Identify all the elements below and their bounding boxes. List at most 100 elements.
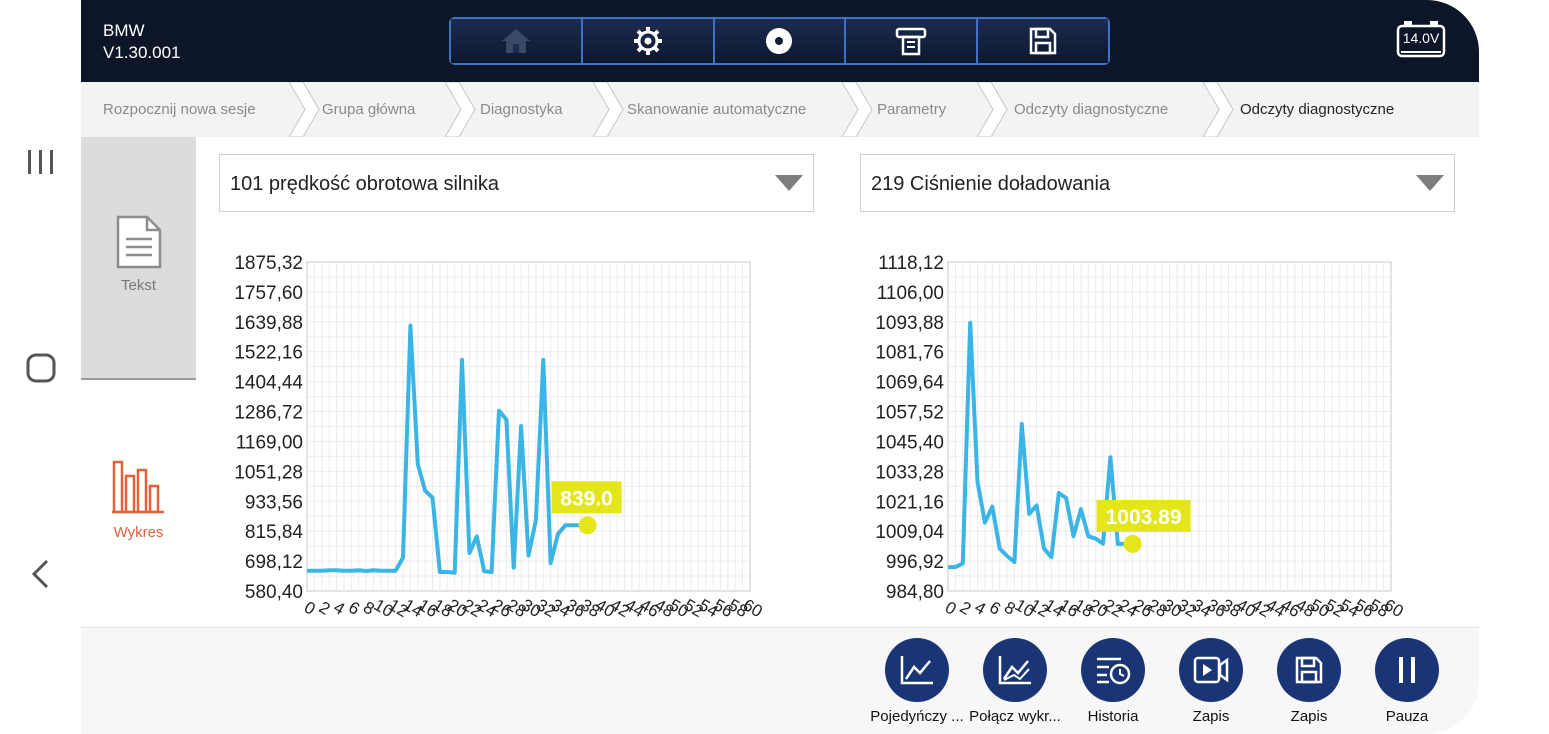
series-line: [948, 320, 1133, 570]
y-tick-label: 1057,52: [875, 403, 944, 424]
y-tick-label: 933,56: [245, 492, 303, 513]
printer-icon: [896, 27, 927, 56]
history-icon: [1097, 657, 1131, 685]
history-label: Historia: [1087, 708, 1139, 725]
video-record-icon: [1193, 656, 1229, 684]
home-nav-icon: [26, 353, 55, 383]
y-tick-label: 1639,88: [234, 313, 303, 334]
battery-indicator: 14.0V: [1396, 20, 1446, 60]
breadcrumb: Rozpocznij nowa sesje Grupa główna Diagn…: [81, 82, 1479, 137]
single-chart-icon: [900, 656, 933, 685]
home-icon: [501, 29, 530, 53]
view-mode-panel: Tekst Wykres: [81, 137, 196, 627]
single-chart-circle: [885, 638, 949, 702]
x-tick-label: 0: [942, 598, 960, 619]
save-button[interactable]: Zapis: [1259, 638, 1359, 732]
disc-icon: [766, 28, 793, 54]
document-icon: [116, 215, 162, 269]
pause-circle: [1375, 638, 1439, 702]
save-toolbar-button[interactable]: [978, 19, 1108, 63]
home-nav-button[interactable]: [0, 338, 81, 398]
y-tick-label: 1286,72: [234, 403, 303, 424]
breadcrumb-item-parameters[interactable]: Parametry: [877, 101, 947, 118]
parameter-select-left-value: 101 prędkość obrotowa silnika: [230, 173, 500, 195]
bottom-action-bar: Pojedyńczy ... Połącz wykr...: [81, 627, 1479, 734]
x-tick-label: 6: [345, 598, 363, 619]
y-tick-label: 1875,32: [234, 253, 303, 274]
merge-chart-icon: [998, 656, 1031, 685]
current-value-badge: [1096, 499, 1191, 532]
x-tick-label: 2: [957, 598, 975, 619]
breadcrumb-separators: [288, 82, 1234, 137]
x-tick-label: 6: [986, 598, 1004, 619]
y-tick-label: 1033,28: [875, 462, 944, 483]
parameter-select-right[interactable]: 219 Ciśnienie doładowania: [860, 154, 1455, 212]
merge-chart-label: Połącz wykr...: [969, 708, 1061, 725]
bar-chart-icon: [112, 460, 164, 514]
home-button[interactable]: [451, 19, 583, 63]
current-value-marker: [578, 516, 597, 535]
breadcrumb-item-readings-current: Odczyty diagnostyczne: [1240, 101, 1395, 118]
tab-text-view[interactable]: Tekst: [81, 137, 196, 380]
y-tick-label: 984,80: [886, 582, 944, 603]
y-tick-label: 996,92: [886, 552, 944, 573]
y-tick-label: 1009,04: [875, 522, 944, 543]
breadcrumb-item-diagnostics[interactable]: Diagnostyka: [480, 101, 563, 118]
back-nav-button[interactable]: [0, 544, 81, 604]
battery-icon: [1396, 21, 1446, 58]
chart-engine-speed: 1875,32 1757,60 1639,88 1522,16 1404,44 1286,…: [234, 253, 765, 621]
single-chart-button[interactable]: Pojedyńczy ...: [867, 638, 967, 732]
breadcrumb-item-auto-scan[interactable]: Skanowanie automatyczne: [627, 101, 807, 118]
top-bar: BMW V1.30.001: [81, 0, 1479, 82]
x-tick-label: 4: [971, 598, 989, 619]
android-nav-rail: [0, 0, 81, 734]
breadcrumb-item-main-group[interactable]: Grupa główna: [322, 101, 416, 118]
chart-boost-pressure: 1118,12 1106,00 1093,88 1081,76 1069,64 1057,…: [875, 253, 1407, 621]
y-tick-label: 580,40: [245, 582, 303, 603]
print-button[interactable]: [846, 19, 979, 63]
pause-icon: [1399, 657, 1415, 683]
x-tick-label: 60: [1381, 595, 1407, 621]
y-tick-label: 1106,00: [877, 283, 944, 304]
disc-button[interactable]: [714, 19, 847, 63]
y-tick-label: 1081,76: [875, 343, 944, 364]
save-circle: [1277, 638, 1341, 702]
brand-name: BMW: [103, 21, 145, 40]
y-tick-label: 1045,40: [875, 432, 944, 453]
y-tick-label: 698,12: [245, 552, 303, 573]
y-tick-label: 1093,88: [875, 313, 944, 334]
pause-label: Pauza: [1385, 708, 1429, 725]
pause-button[interactable]: Pauza: [1357, 638, 1457, 732]
merge-chart-button[interactable]: Połącz wykr...: [965, 638, 1065, 732]
record-video-button[interactable]: Zapis: [1161, 638, 1261, 732]
settings-button[interactable]: [582, 19, 715, 63]
parameter-select-left[interactable]: 101 prędkość obrotowa silnika: [219, 154, 814, 212]
recent-apps-button[interactable]: [0, 132, 81, 192]
record-video-circle: [1179, 638, 1243, 702]
chevron-down-icon: [775, 175, 803, 191]
merge-chart-circle: [983, 638, 1047, 702]
app-window: BMW V1.30.001: [81, 0, 1479, 734]
x-tick-label: 0: [301, 598, 319, 619]
y-tick-label: 1404,44: [234, 373, 303, 394]
main-toolbar: [449, 17, 1110, 65]
y-tick-label: 1051,28: [234, 462, 303, 483]
breadcrumb-item-readings[interactable]: Odczyty diagnostyczne: [1014, 101, 1169, 118]
floppy-icon: [1029, 27, 1057, 55]
y-tick-label: 1522,16: [234, 343, 303, 364]
y-tick-label: 1118,12: [878, 253, 944, 274]
single-chart-label: Pojedyńczy ...: [870, 708, 964, 725]
gridlines: [307, 262, 750, 591]
current-value-marker: [1123, 534, 1142, 553]
breadcrumb-item-start-session[interactable]: Rozpocznij nowa sesje: [103, 101, 256, 118]
y-tick-label: 1021,16: [875, 492, 944, 513]
history-button[interactable]: Historia: [1063, 638, 1163, 732]
gear-icon: [633, 27, 662, 55]
screen-edge: [1479, 0, 1549, 734]
y-tick-label: 1169,00: [236, 432, 303, 453]
current-value-badge: [551, 481, 622, 514]
tab-chart-label: Wykres: [113, 524, 164, 541]
x-tick-label: 4: [330, 598, 348, 619]
back-nav-icon: [31, 559, 48, 589]
tab-chart-view[interactable]: Wykres: [81, 382, 196, 627]
